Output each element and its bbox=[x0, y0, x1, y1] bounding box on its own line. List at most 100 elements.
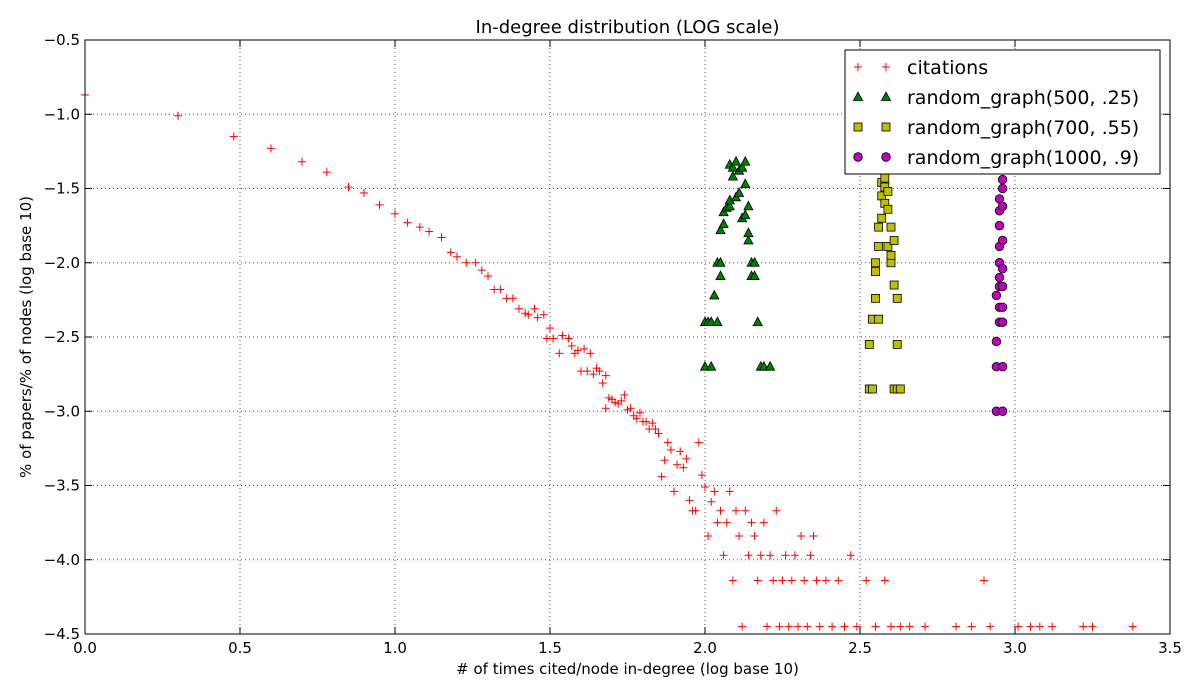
data-point bbox=[635, 408, 644, 417]
data-point bbox=[546, 324, 554, 333]
data-point bbox=[747, 518, 756, 527]
data-point bbox=[484, 272, 492, 281]
data-point bbox=[298, 157, 306, 166]
data-point bbox=[1088, 622, 1097, 631]
data-point bbox=[743, 200, 754, 211]
data-point bbox=[889, 236, 899, 245]
data-point bbox=[598, 379, 607, 388]
data-point bbox=[815, 622, 824, 631]
data-point bbox=[437, 233, 446, 242]
data-point bbox=[756, 551, 765, 560]
data-point bbox=[1079, 622, 1088, 631]
data-point bbox=[994, 272, 1005, 283]
data-point bbox=[892, 340, 902, 349]
data-point bbox=[446, 248, 455, 257]
data-point bbox=[375, 200, 384, 209]
data-point bbox=[533, 313, 542, 322]
data-point bbox=[657, 472, 666, 481]
legend-label: citations bbox=[907, 57, 988, 79]
data-point bbox=[573, 346, 582, 355]
data-point bbox=[732, 506, 740, 515]
data-point bbox=[174, 111, 182, 120]
data-point bbox=[852, 622, 861, 631]
data-point bbox=[601, 404, 610, 413]
data-point bbox=[453, 252, 461, 261]
legend-marker bbox=[852, 91, 864, 101]
data-point bbox=[877, 213, 887, 223]
x-axis-label: # of times cited/node in-degree (log bas… bbox=[456, 660, 799, 678]
data-point bbox=[821, 576, 830, 585]
data-point bbox=[595, 367, 604, 376]
data-point bbox=[589, 370, 598, 379]
data-point bbox=[997, 174, 1008, 185]
data-point bbox=[601, 371, 610, 380]
data-point bbox=[967, 622, 976, 631]
data-point bbox=[706, 316, 717, 327]
data-point bbox=[471, 258, 480, 267]
data-point bbox=[997, 362, 1008, 372]
series-random-graph-1000-9 bbox=[991, 174, 1008, 416]
data-point bbox=[896, 622, 905, 631]
data-point bbox=[651, 425, 660, 434]
data-point bbox=[697, 471, 706, 480]
data-point bbox=[997, 263, 1008, 274]
data-point bbox=[753, 576, 762, 585]
data-point bbox=[663, 438, 672, 447]
series-random-graph-500-25 bbox=[699, 155, 776, 371]
data-point bbox=[991, 336, 1002, 347]
data-point bbox=[874, 222, 883, 232]
data-point bbox=[764, 360, 776, 371]
data-point bbox=[743, 234, 754, 245]
data-point bbox=[952, 622, 961, 631]
legend-box bbox=[844, 49, 1161, 175]
data-point bbox=[871, 258, 880, 268]
data-point bbox=[707, 497, 716, 506]
legend-marker bbox=[882, 63, 890, 71]
data-point bbox=[991, 290, 1002, 301]
data-point bbox=[784, 622, 793, 631]
data-point bbox=[648, 419, 657, 428]
y-tick-label: −1.5 bbox=[44, 180, 80, 198]
data-point bbox=[415, 223, 424, 232]
data-point bbox=[1048, 622, 1057, 631]
data-point bbox=[803, 622, 812, 631]
x-tick-label: 1.5 bbox=[538, 639, 562, 657]
data-point bbox=[1014, 622, 1023, 631]
data-point bbox=[892, 293, 902, 303]
legend-label: random_graph(700, .55) bbox=[907, 117, 1139, 139]
data-point bbox=[685, 496, 694, 505]
data-point bbox=[790, 551, 799, 560]
data-point bbox=[750, 531, 759, 540]
series-random-graph-700-55 bbox=[864, 173, 905, 394]
data-point bbox=[840, 622, 849, 631]
data-point bbox=[699, 360, 711, 371]
data-point bbox=[391, 209, 399, 218]
data-point bbox=[654, 429, 663, 438]
data-point bbox=[997, 201, 1008, 212]
data-point bbox=[986, 622, 995, 631]
data-point bbox=[812, 576, 821, 585]
data-point bbox=[871, 293, 880, 303]
data-point bbox=[806, 551, 815, 560]
data-point bbox=[586, 349, 595, 358]
data-point bbox=[713, 518, 722, 527]
data-point bbox=[828, 622, 837, 631]
legend-marker bbox=[881, 152, 891, 162]
data-point bbox=[524, 310, 533, 319]
data-point bbox=[997, 406, 1008, 416]
data-point bbox=[580, 344, 589, 353]
data-point bbox=[759, 518, 768, 527]
data-point bbox=[758, 360, 770, 371]
data-point bbox=[769, 576, 778, 585]
y-tick-label: −1.0 bbox=[44, 105, 80, 123]
data-point bbox=[868, 384, 877, 394]
data-point bbox=[994, 220, 1005, 231]
data-point bbox=[862, 576, 871, 585]
y-tick-label: −3.5 bbox=[44, 477, 80, 495]
data-point bbox=[886, 222, 896, 232]
data-point bbox=[905, 622, 914, 631]
data-point bbox=[660, 456, 669, 465]
data-point bbox=[809, 531, 818, 540]
data-point bbox=[787, 576, 796, 585]
